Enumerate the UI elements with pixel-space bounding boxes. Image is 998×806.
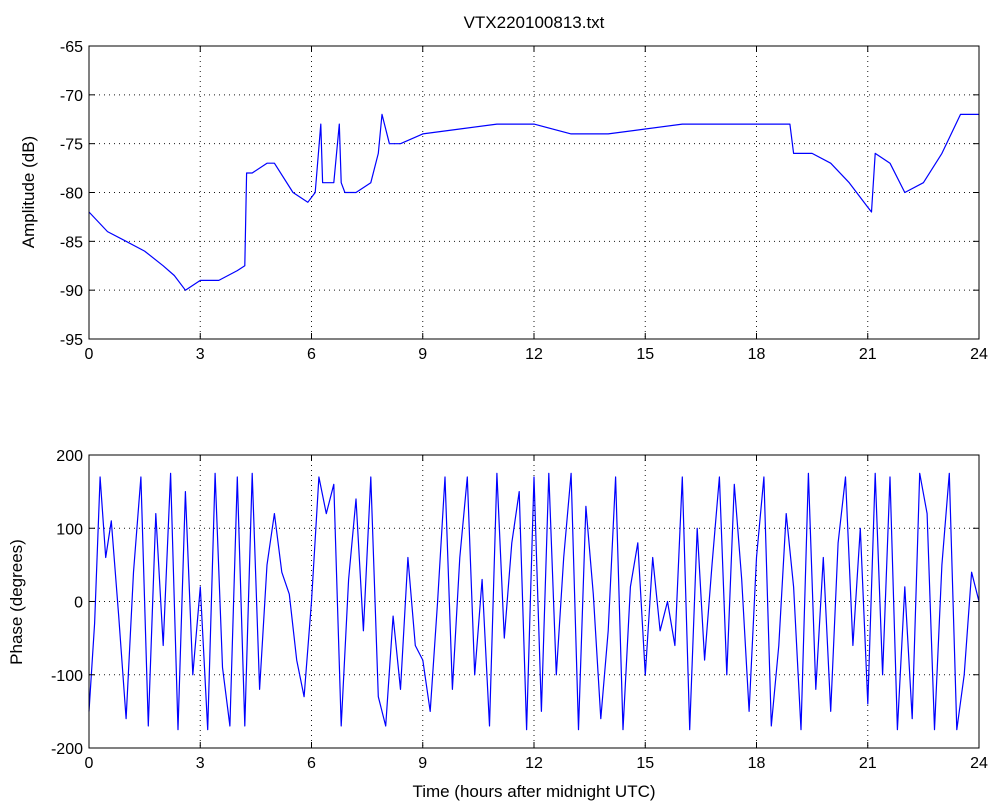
amplitude-series-layer [88, 113, 979, 291]
phase-series-layer [88, 472, 980, 731]
phase-ticks: 0 3 6 9 12 15 18 21 24 -200 -100 0 100 200 [51, 448, 988, 772]
amplitude-y-tick-label: -70 [60, 88, 83, 105]
phase-y-tick-label: 200 [56, 448, 83, 465]
phase-y-tick-label: 0 [74, 595, 83, 612]
phase-y-tick-label: -100 [51, 668, 83, 685]
amplitude-x-tick-label: 24 [970, 346, 988, 363]
amplitude-x-tick-label: 15 [636, 346, 654, 363]
phase-x-tick-label: 0 [85, 755, 94, 772]
chart-title: VTX220100813.txt [464, 13, 605, 32]
phase-y-tick-label: -200 [51, 741, 83, 758]
amplitude-y-tick-label: -85 [60, 234, 83, 251]
amplitude-y-tick-label: -90 [60, 283, 83, 300]
amplitude-x-tick-label: 6 [307, 346, 316, 363]
phase-x-tick-label: 21 [859, 755, 877, 772]
amplitude-panel: VTX220100813.txt Amplitude (dB) 0 3 6 9 12 15… [19, 13, 988, 363]
phase-axis-label: Phase (degrees) [7, 539, 26, 665]
amplitude-y-tick-label: -65 [60, 39, 83, 56]
amplitude-x-tick-label: 18 [748, 346, 766, 363]
time-axis-label: Time (hours after midnight UTC) [412, 782, 655, 801]
amplitude-grid [89, 46, 979, 339]
amplitude-x-tick-label: 21 [859, 346, 877, 363]
amplitude-y-tick-label: -95 [60, 332, 83, 349]
phase-x-tick-label: 3 [196, 755, 205, 772]
phase-x-tick-label: 12 [525, 755, 543, 772]
phase-x-tick-label: 6 [307, 755, 316, 772]
amplitude-y-tick-label: -80 [60, 186, 83, 203]
phase-panel: Time (hours after midnight UTC) Phase (d… [7, 448, 988, 801]
amplitude-x-tick-label: 12 [525, 346, 543, 363]
phase-series-line [88, 472, 980, 731]
phase-x-tick-label: 24 [970, 755, 988, 772]
amplitude-x-tick-label: 0 [85, 346, 94, 363]
amplitude-axis-label: Amplitude (dB) [19, 136, 38, 248]
amplitude-x-tick-label: 3 [196, 346, 205, 363]
amplitude-y-tick-label: -75 [60, 137, 83, 154]
amplitude-x-tick-label: 9 [418, 346, 427, 363]
phase-x-tick-label: 9 [418, 755, 427, 772]
amplitude-series-line [88, 113, 979, 291]
amplitude-ticks: 0 3 6 9 12 15 18 21 24 -95 -90 -85 -80 -75 -70 -65 [60, 39, 988, 363]
phase-y-tick-label: 100 [56, 521, 83, 538]
phase-grid [89, 455, 979, 748]
phase-x-tick-label: 15 [636, 755, 654, 772]
phase-x-tick-label: 18 [748, 755, 766, 772]
